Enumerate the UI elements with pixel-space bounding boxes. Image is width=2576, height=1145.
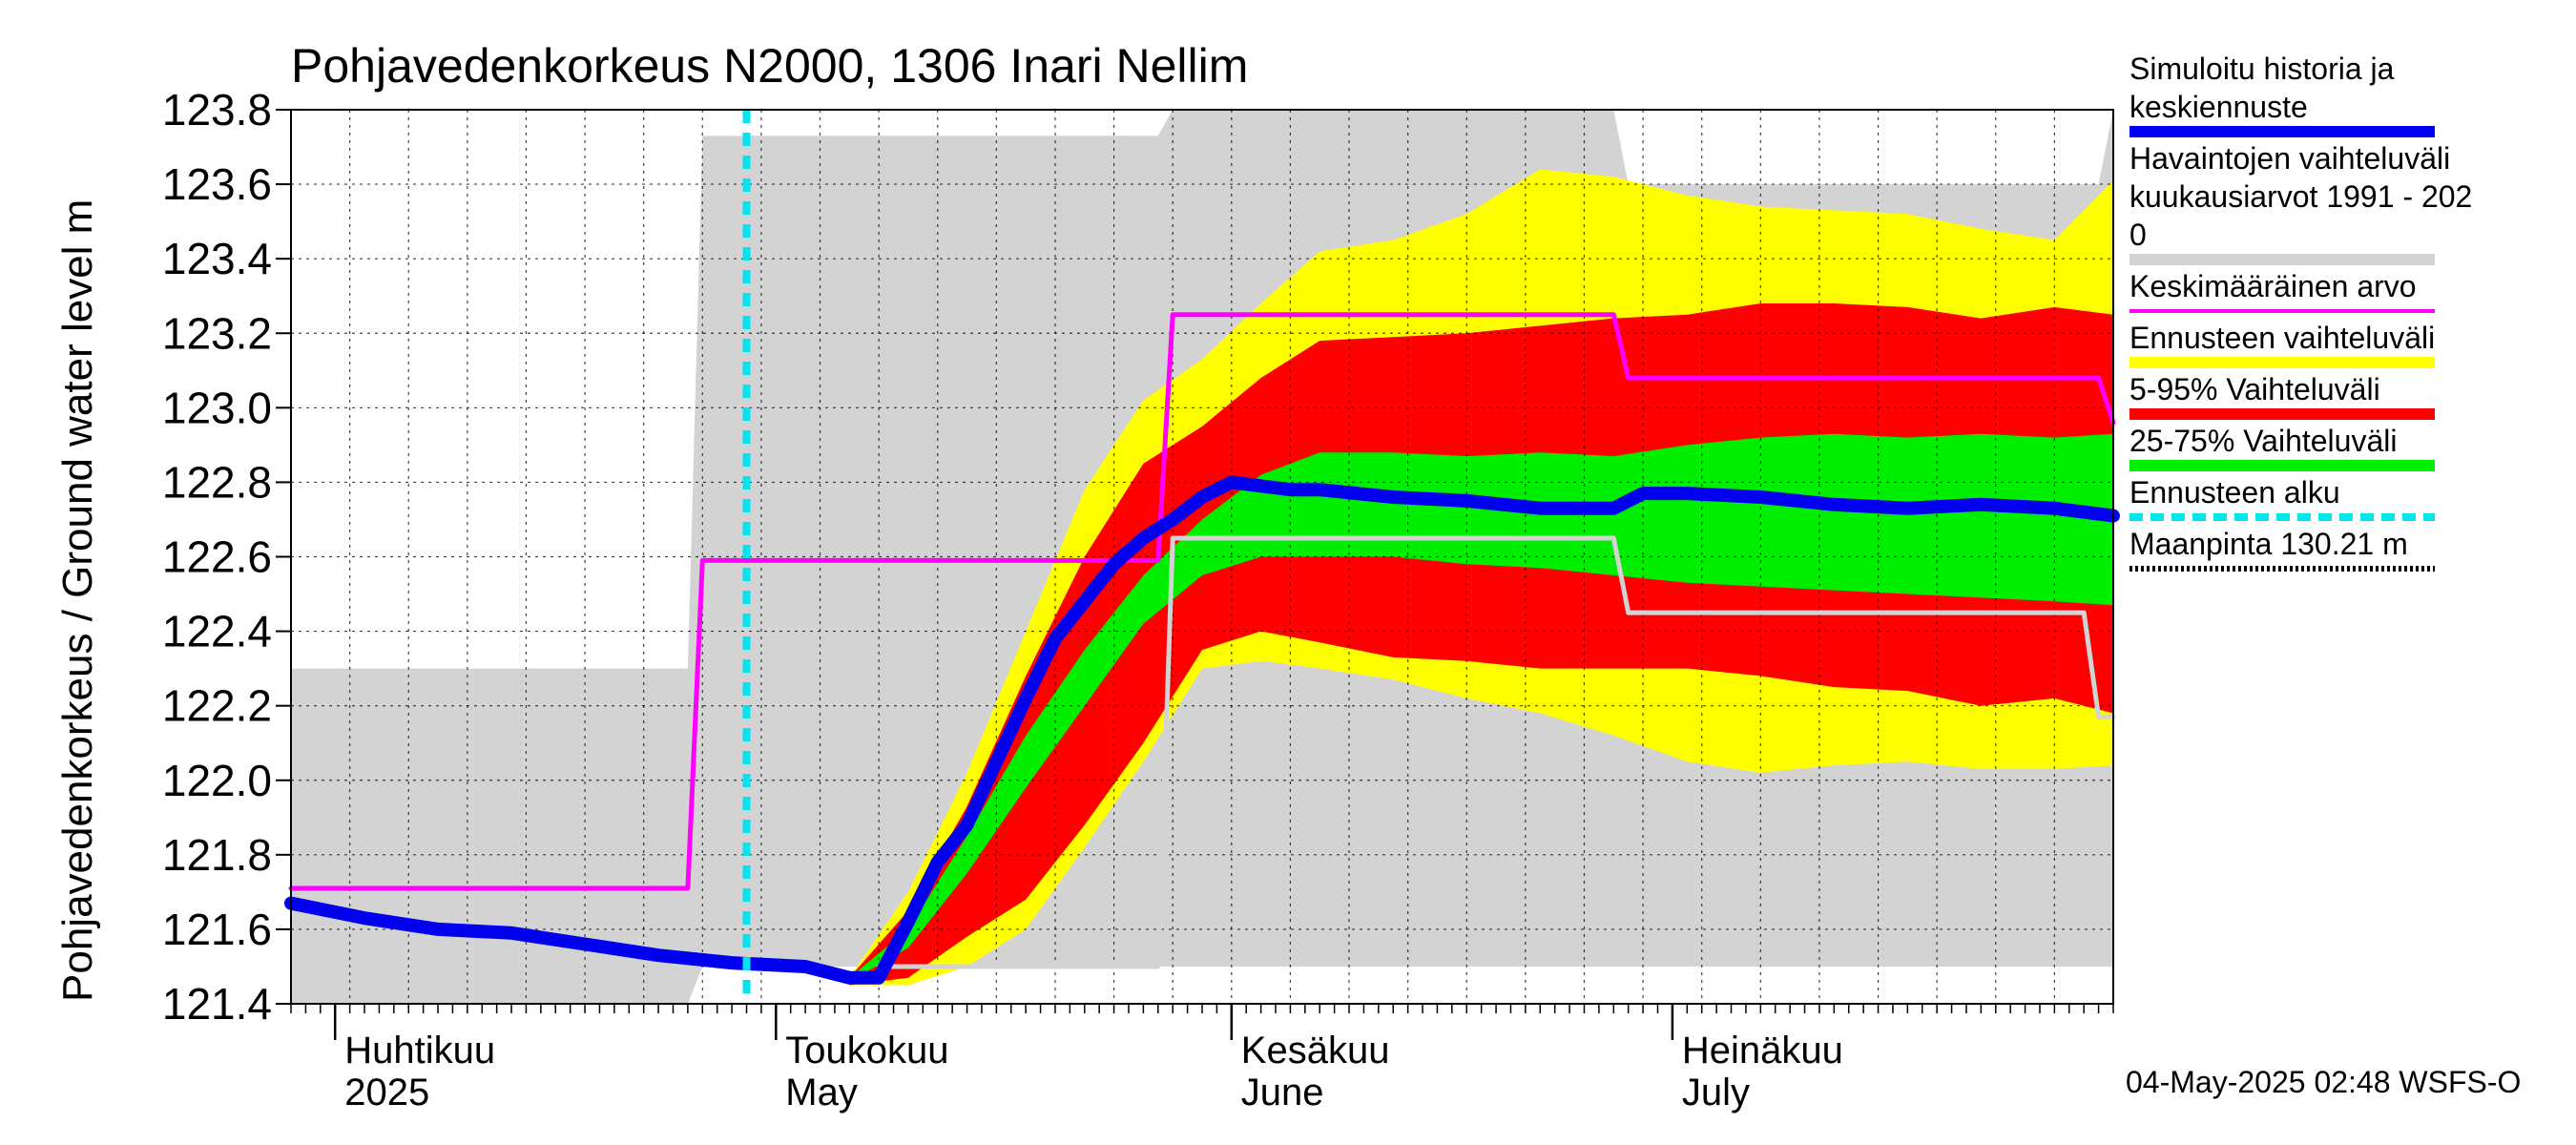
y-tick-label: 122.0 (162, 756, 272, 805)
y-tick-label: 123.4 (162, 234, 272, 283)
series-line-5 (876, 535, 2116, 969)
series-line-6 (284, 475, 2120, 985)
y-tick-label: 122.8 (162, 457, 272, 507)
y-tick-label: 121.6 (162, 905, 272, 954)
legend-label: Havaintojen vaihteluväli (2129, 141, 2450, 176)
month-label-en: July (1682, 1072, 1750, 1114)
legend-label: 0 (2129, 218, 2147, 252)
legend-label: kuukausiarvot 1991 - 202 (2129, 179, 2472, 214)
month-label-en: May (785, 1072, 858, 1114)
y-tick-label: 122.6 (162, 532, 272, 582)
y-tick-label: 121.4 (162, 979, 272, 1029)
month-label-fi: Heinäkuu (1682, 1030, 1843, 1072)
series-line-4 (288, 312, 2116, 891)
plot-area (284, 109, 2120, 1005)
y-tick-label: 122.2 (162, 681, 272, 731)
legend-label: keskiennuste (2129, 90, 2308, 124)
month-label-en: 2025 (344, 1072, 429, 1114)
month-label-en: June (1241, 1072, 1324, 1114)
month-label-fi: Huhtikuu (344, 1030, 495, 1072)
legend-label: Ennusteen alku (2129, 475, 2340, 510)
footer-timestamp: 04-May-2025 02:48 WSFS-O (2126, 1065, 2521, 1099)
y-tick-label: 123.6 (162, 159, 272, 209)
y-tick-label: 122.4 (162, 607, 272, 656)
month-label-fi: Kesäkuu (1241, 1030, 1390, 1072)
y-tick-label: 123.2 (162, 308, 272, 358)
legend: Simuloitu historia ja keskiennuste Havaint… (2129, 52, 2472, 572)
y-tick-label: 123.8 (162, 85, 272, 135)
axes: 121.4 121.6 121.8 122.0 122.2 122.4 122.6 122.8… (162, 85, 2114, 1114)
legend-label: Simuloitu historia ja (2129, 52, 2395, 86)
legend-label: 25-75% Vaihteluväli (2129, 424, 2397, 458)
y-axis-label: Pohjavedenkorkeus / Ground water level m (54, 199, 101, 1002)
chart-title: Pohjavedenkorkeus N2000, 1306 Inari Nell… (291, 39, 1248, 93)
legend-label: Maanpinta 130.21 m (2129, 527, 2408, 561)
month-label-fi: Toukokuu (785, 1030, 948, 1072)
y-tick-label: 121.8 (162, 830, 272, 880)
series-band-3 (849, 433, 2113, 982)
legend-label: Ennusteen vaihteluväli (2129, 321, 2435, 355)
y-tick-label: 123.0 (162, 383, 272, 432)
legend-label: 5-95% Vaihteluväli (2129, 372, 2380, 406)
legend-label: Keskimääräinen arvo (2129, 269, 2417, 303)
